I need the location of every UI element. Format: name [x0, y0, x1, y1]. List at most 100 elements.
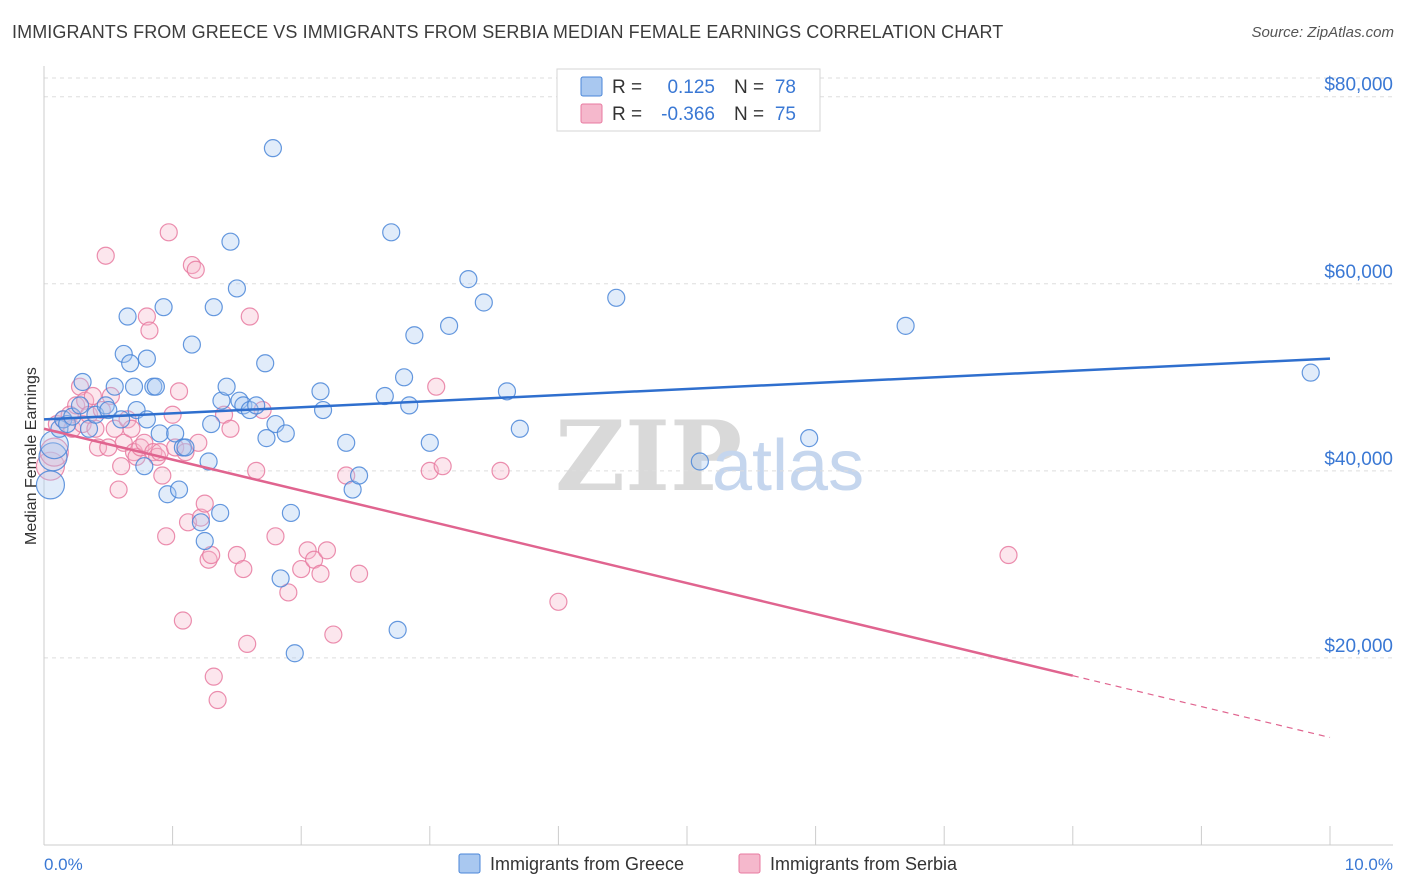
- gridlines: $20,000 $40,000 $60,000 $80,000: [44, 75, 1393, 659]
- greece-point: [118, 307, 137, 326]
- serbia-point: [247, 461, 266, 480]
- y-axis-label: Median Female Earnings: [23, 367, 40, 545]
- watermark-atlas: atlas: [712, 426, 864, 506]
- serbia-point: [137, 307, 156, 326]
- greece-point: [257, 429, 276, 448]
- serbia-point: [266, 527, 285, 546]
- greece-point: [349, 466, 369, 485]
- serbia-point: [169, 382, 189, 401]
- serbia-points: [35, 223, 1018, 710]
- greece-point: [256, 354, 275, 373]
- greece-point: [137, 349, 156, 368]
- greece-point: [247, 396, 266, 415]
- serbia-point: [240, 307, 259, 326]
- axes: [43, 66, 1393, 846]
- series-legend-swatch-serbia: [738, 853, 761, 874]
- serbia-point: [83, 386, 102, 406]
- serbia-point: [153, 466, 172, 485]
- serbia-point: [311, 564, 330, 583]
- serbia-point: [204, 667, 223, 686]
- serbia-point: [96, 246, 115, 265]
- trend-lines: [43, 357, 1331, 739]
- legend-n-label-greece: N =: [734, 77, 764, 98]
- serbia-point: [112, 457, 131, 476]
- serbia-point: [221, 419, 240, 438]
- greece-point: [35, 470, 66, 500]
- greece-point: [191, 513, 210, 532]
- serbia-point: [324, 625, 343, 644]
- chart-title: IMMIGRANTS FROM GREECE VS IMMIGRANTS FRO…: [12, 22, 1004, 42]
- greece-point: [114, 344, 133, 364]
- greece-trend-line: [43, 357, 1331, 421]
- greece-point: [400, 396, 419, 415]
- greece-point: [607, 288, 626, 307]
- greece-point: [105, 377, 124, 396]
- serbia-point: [101, 386, 120, 406]
- greece-point: [199, 452, 218, 471]
- greece-point: [212, 391, 231, 410]
- serbia-point: [279, 583, 298, 602]
- greece-point: [285, 644, 304, 663]
- greece-point: [221, 232, 240, 251]
- y-tick-label: $80,000: [1324, 75, 1393, 96]
- greece-point: [204, 298, 223, 317]
- serbia-point: [195, 494, 214, 513]
- serbia-point: [166, 438, 185, 457]
- greece-point: [896, 316, 915, 335]
- series-legend: Immigrants from Greece Immigrants from S…: [458, 853, 958, 874]
- serbia-point: [191, 508, 210, 527]
- y-tick-label: $60,000: [1324, 262, 1393, 283]
- legend-r-label-greece: R =: [612, 77, 642, 98]
- x-tick-label-right: 10.0%: [1345, 855, 1393, 874]
- greece-point: [217, 377, 236, 396]
- serbia-point: [234, 559, 253, 579]
- serbia-point: [433, 457, 452, 476]
- greece-point: [510, 419, 529, 438]
- greece-point: [337, 433, 356, 452]
- greece-point: [135, 457, 154, 476]
- greece-point: [70, 396, 90, 415]
- serbia-point: [86, 419, 105, 438]
- serbia-point: [67, 396, 86, 415]
- greece-point: [420, 433, 439, 452]
- greece-point: [195, 531, 214, 551]
- greece-point: [182, 335, 201, 354]
- greece-point: [211, 503, 230, 523]
- greece-point: [313, 400, 333, 420]
- legend-n-value-serbia: 75: [775, 104, 796, 125]
- greece-point: [263, 139, 283, 158]
- greece-point: [281, 503, 301, 523]
- greece-point: [690, 452, 709, 471]
- greece-point: [1301, 363, 1320, 382]
- greece-point: [271, 569, 290, 588]
- x-tick-label-left: 0.0%: [44, 855, 83, 874]
- greece-point: [112, 410, 131, 429]
- greece-point: [459, 270, 478, 289]
- serbia-point: [298, 541, 317, 560]
- serbia-point: [491, 461, 510, 480]
- serbia-point: [427, 377, 446, 396]
- series-legend-swatch-greece: [458, 853, 481, 874]
- greece-point: [388, 620, 407, 639]
- greece-point: [176, 438, 195, 457]
- serbia-point: [349, 564, 369, 583]
- greece-point: [73, 372, 92, 392]
- serbia-point: [999, 545, 1018, 565]
- serbia-trend-line: [43, 427, 1074, 677]
- serbia-point: [238, 634, 257, 653]
- series-legend-label-greece: Immigrants from Greece: [490, 854, 684, 874]
- legend-swatch-greece: [580, 76, 603, 97]
- watermark-zip: ZIP: [555, 400, 742, 513]
- greece-point: [394, 368, 414, 387]
- greece-point: [146, 377, 165, 396]
- legend-swatch-serbia: [580, 103, 603, 124]
- serbia-point: [208, 690, 227, 710]
- greece-point: [154, 298, 173, 317]
- greece-point: [150, 424, 169, 443]
- greece-point: [382, 223, 401, 242]
- greece-point: [800, 429, 819, 448]
- greece-point: [99, 400, 118, 420]
- greece-point: [169, 480, 189, 499]
- greece-point: [166, 424, 185, 443]
